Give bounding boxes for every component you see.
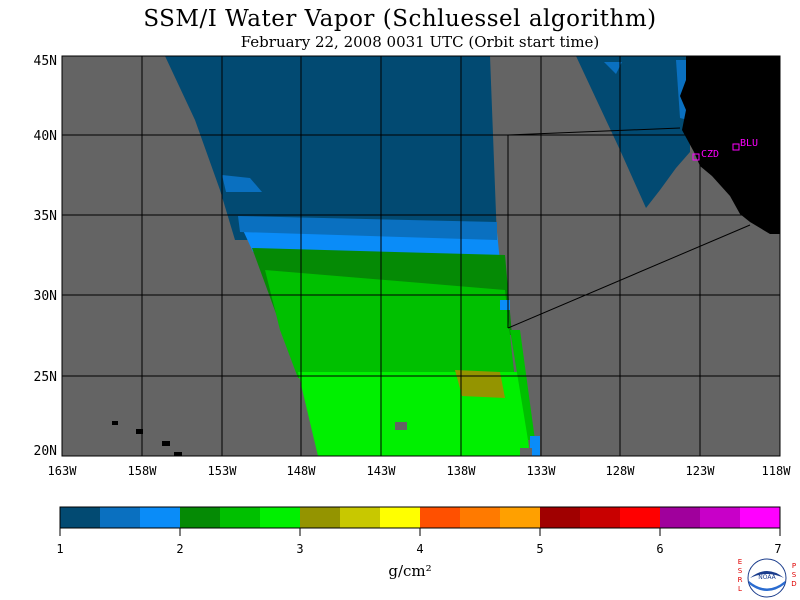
colorbar-tick-label: 5 (536, 542, 543, 556)
logo-letter: R (738, 576, 743, 584)
noaa-esrl-psd-logo: E S R L P S D NOAA (738, 558, 797, 598)
swath-main-green (265, 270, 515, 380)
swath-second-lightblue (604, 62, 622, 74)
colorbar-tick-label: 2 (176, 542, 183, 556)
colorbar-cell (180, 507, 221, 528)
swath-main-green-strip (510, 330, 535, 440)
chart-subtitle: February 22, 2008 0031 UTC (Orbit start … (240, 33, 600, 51)
colorbar-unit-label: g/cm² (388, 562, 432, 580)
station-label-czd: CZD (701, 149, 719, 160)
colorbar-cell (540, 507, 581, 528)
colorbar-cell (660, 507, 701, 528)
colorbar-cell (300, 507, 341, 528)
station-marker-blu (732, 143, 740, 151)
colorbar-cell (700, 507, 741, 528)
lat-label: 30N (34, 289, 57, 304)
station-markers (692, 143, 740, 161)
lon-label: 118W (762, 464, 792, 478)
colorbar-tick-label: 3 (296, 542, 303, 556)
logo-letter: D (791, 580, 796, 588)
lon-label: 138W (447, 464, 477, 478)
swath-main-olive-patch (455, 370, 505, 398)
colorbar-tick-label: 6 (656, 542, 663, 556)
colorbar-tick-marks (59, 528, 781, 536)
logo-letter: S (738, 567, 743, 575)
colorbar-cell (620, 507, 661, 528)
island (162, 441, 170, 446)
colorbar (60, 507, 781, 528)
lat-label: 25N (34, 370, 57, 385)
lon-label: 148W (287, 464, 317, 478)
colorbar-cell (460, 507, 501, 528)
chart-title: SSM/I Water Vapor (Schluessel algorithm) (143, 6, 657, 32)
lon-label: 158W (128, 464, 158, 478)
plot-frame (61, 55, 781, 457)
colorbar-cell (420, 507, 461, 528)
land-north-america (680, 56, 780, 234)
swath-second-blue (576, 56, 690, 208)
longitude-labels: 163W 158W 153W 148W 143W 138W 133W 128W … (48, 464, 792, 478)
swath-main-mid-blue-band (238, 216, 497, 240)
colorbar-cell (380, 507, 421, 528)
colorbar-cell (260, 507, 301, 528)
lon-label: 153W (208, 464, 238, 478)
lat-label: 35N (34, 209, 57, 224)
swath-main-edge-mark (500, 300, 510, 310)
noaa-emblem-wave (749, 581, 785, 591)
region-outline (507, 127, 751, 329)
lat-label: 40N (34, 129, 57, 144)
swath-gap (520, 448, 532, 456)
colorbar-cell (500, 507, 541, 528)
noaa-emblem-text: NOAA (758, 574, 776, 581)
logo-letter: E (738, 558, 742, 566)
colorbar-cell (340, 507, 381, 528)
island (112, 421, 118, 425)
swath-gap (395, 422, 407, 430)
swath-main-blue (165, 56, 497, 240)
colorbar-cell (740, 507, 781, 528)
logo-letter: L (738, 585, 742, 593)
lon-label: 143W (367, 464, 397, 478)
colorbar-ticks: 1 2 3 4 5 6 7 (56, 542, 781, 556)
colorbar-cell (220, 507, 261, 528)
latitude-labels: 45N 40N 35N 30N 25N 20N (34, 54, 57, 459)
island (174, 452, 182, 456)
island (136, 429, 143, 434)
swath-main-edge-blue (530, 436, 540, 456)
lat-label: 45N (34, 54, 57, 69)
logo-letter: P (792, 562, 796, 570)
noaa-emblem-bird (750, 571, 784, 578)
lon-label: 133W (527, 464, 557, 478)
colorbar-cell (100, 507, 141, 528)
colorbar-cell (60, 507, 101, 528)
colorbar-cell (580, 507, 621, 528)
station-marker-czd (692, 153, 700, 161)
lat-label: 20N (34, 444, 57, 459)
colorbar-tick-label: 7 (774, 542, 781, 556)
swath-main-midblue (222, 175, 262, 192)
graticule (62, 56, 780, 456)
station-label-blu: BLU (740, 138, 758, 149)
logo-letter: S (792, 571, 797, 579)
lon-label: 128W (606, 464, 636, 478)
lon-label: 163W (48, 464, 78, 478)
lon-label: 123W (686, 464, 716, 478)
colorbar-cell (140, 507, 181, 528)
colorbar-tick-label: 1 (56, 542, 63, 556)
colorbar-tick-label: 4 (416, 542, 423, 556)
